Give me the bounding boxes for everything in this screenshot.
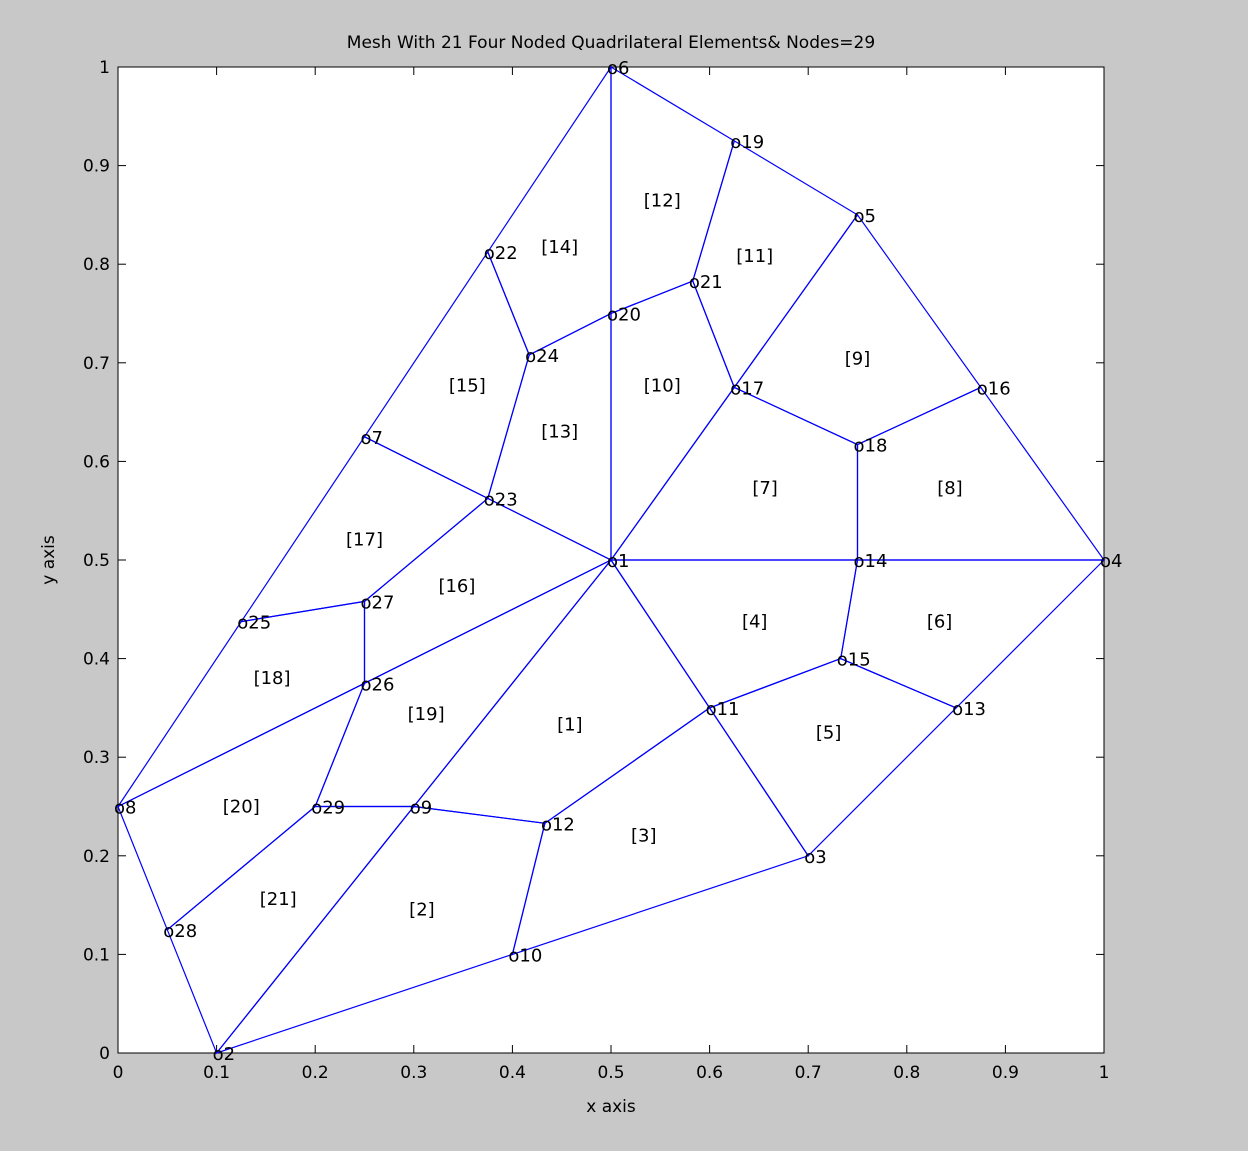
y-tick-label: 0 [99, 1044, 110, 1064]
x-tick-label: 0.5 [597, 1063, 624, 1083]
node-label: o7 [361, 428, 383, 449]
node-label: o25 [237, 613, 271, 634]
x-tick-label: 0.2 [302, 1063, 329, 1083]
node-label: o11 [706, 699, 740, 720]
y-tick-label: 0.8 [83, 255, 110, 275]
y-tick-label: 0.7 [83, 354, 110, 374]
node-label: o27 [361, 592, 395, 613]
element-labels: [1] [2] [3] [4] [5] [6] [7] [8] [9] [10] [11] [12] [… [223, 191, 963, 921]
element-label: [15] [449, 375, 486, 396]
element-label: [10] [644, 375, 681, 396]
y-tick-label: 1 [99, 58, 110, 78]
node-label: o4 [1100, 551, 1122, 572]
node-labels: o1 o2 o3 o4 o5 o6 o7 o8 o9 o10 o11 o12 o13 o14 o15 o16 o… [114, 58, 1122, 1065]
element-label: [12] [644, 191, 681, 212]
x-axis-label: x axis [586, 1097, 636, 1117]
y-tick-label: 0.6 [83, 452, 110, 472]
y-axis-label: y axis [39, 535, 59, 585]
node-label: o28 [163, 921, 197, 942]
element-label: [7] [752, 478, 778, 499]
node-label: o16 [977, 378, 1011, 399]
y-tick-label: 0.3 [83, 748, 110, 768]
element-label: [9] [845, 349, 871, 370]
x-tick-labels: 0 0.1 0.2 0.3 0.4 0.5 0.6 0.7 0.8 0.9 1 [113, 1063, 1110, 1083]
y-tick-label: 0.2 [83, 847, 110, 867]
element-label: [16] [438, 576, 475, 597]
element-label: [19] [408, 704, 445, 725]
y-tick-label: 0.9 [83, 157, 110, 177]
x-tick-label: 0.1 [203, 1063, 230, 1083]
node-label: o19 [730, 132, 764, 153]
y-tick-labels: 0 0.1 0.2 0.3 0.4 0.5 0.6 0.7 0.8 0.9 1 [83, 58, 110, 1064]
element-label: [5] [816, 723, 842, 744]
x-tick-label: 1 [1099, 1063, 1110, 1083]
x-tick-label: 0.9 [992, 1063, 1019, 1083]
chart-title: Mesh With 21 Four Noded Quadrilateral El… [347, 33, 875, 53]
node-label: o29 [311, 798, 345, 819]
node-label: o18 [854, 436, 888, 457]
x-tick-label: 0 [113, 1063, 124, 1083]
node-label: o6 [607, 58, 629, 79]
x-tick-label: 0.3 [400, 1063, 427, 1083]
element-label: [18] [254, 668, 291, 689]
node-label: o21 [689, 272, 723, 293]
node-label: o13 [952, 699, 986, 720]
node-label: o17 [730, 378, 764, 399]
node-label: o22 [484, 243, 518, 264]
element-label: [21] [260, 889, 297, 910]
node-label: o1 [607, 551, 629, 572]
mesh-element [166, 805, 416, 1055]
y-tick-label: 0.4 [83, 650, 110, 670]
x-tick-label: 0.6 [696, 1063, 723, 1083]
node-label: o24 [525, 346, 559, 367]
node-label: o2 [213, 1044, 235, 1065]
element-label: [11] [736, 246, 773, 267]
element-label: [4] [742, 612, 768, 633]
element-label: [1] [557, 714, 583, 735]
element-label: [6] [927, 612, 953, 633]
element-label: [2] [409, 899, 435, 920]
x-tick-label: 0.8 [893, 1063, 920, 1083]
mesh-edges [116, 65, 1106, 1055]
element-label: [13] [541, 422, 578, 443]
node-label: o9 [410, 798, 432, 819]
element-label: [8] [937, 478, 963, 499]
y-tick-label: 0.5 [83, 551, 110, 571]
node-label: o26 [361, 674, 395, 695]
node-label: o14 [854, 551, 888, 572]
node-label: o15 [837, 650, 871, 671]
element-label: [17] [346, 530, 383, 551]
node-label: o10 [508, 945, 542, 966]
node-label: o8 [114, 798, 136, 819]
element-label: [14] [541, 237, 578, 258]
y-tick-label: 0.1 [83, 945, 110, 965]
element-label: [3] [631, 825, 657, 846]
node-label: o12 [541, 814, 575, 835]
x-tick-label: 0.4 [499, 1063, 526, 1083]
node-label: o5 [854, 206, 876, 227]
node-label: o3 [804, 847, 826, 868]
node-label: o23 [484, 489, 518, 510]
x-tick-label: 0.7 [795, 1063, 822, 1083]
node-label: o20 [607, 305, 641, 326]
element-label: [20] [223, 797, 260, 818]
